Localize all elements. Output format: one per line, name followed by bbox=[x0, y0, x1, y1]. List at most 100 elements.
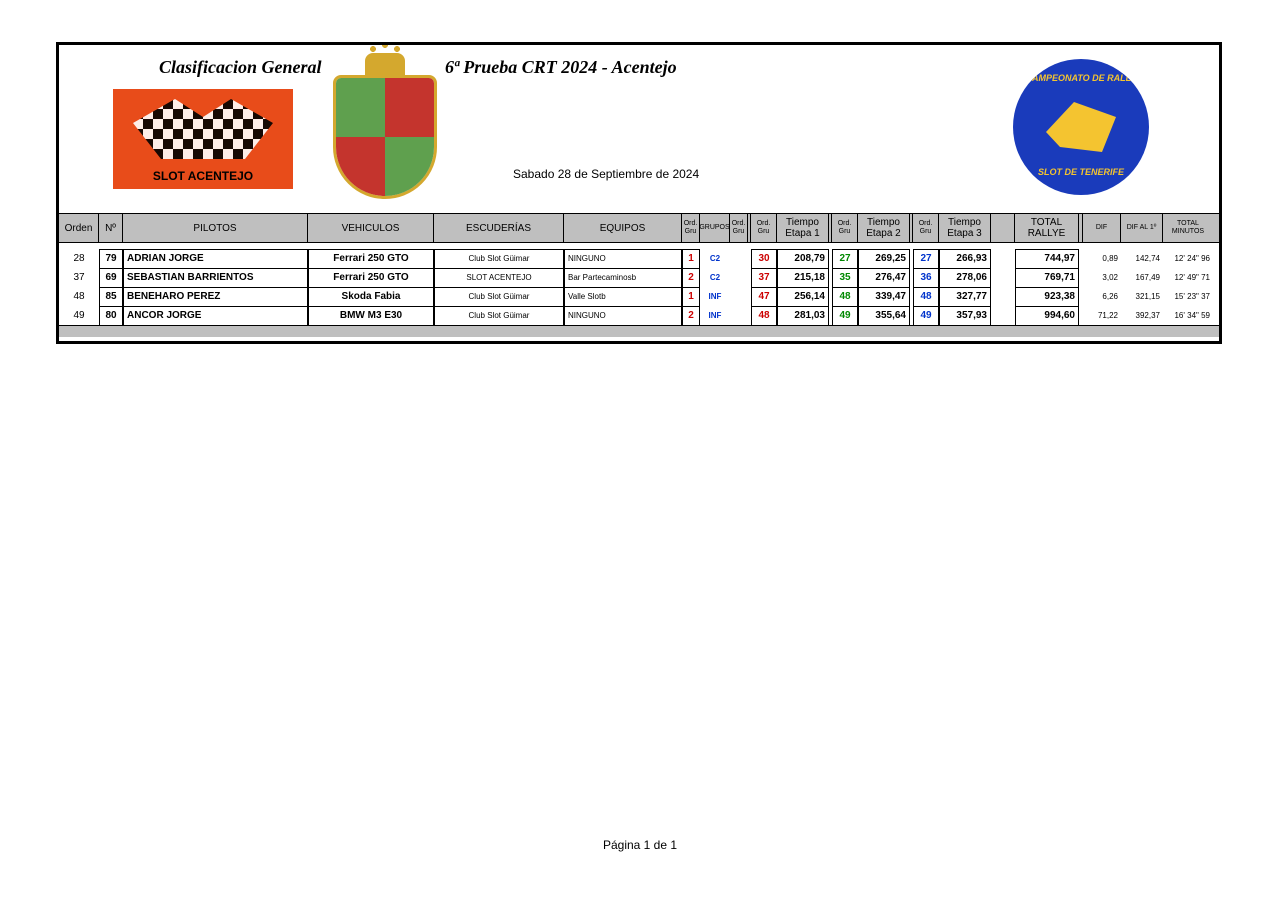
cell-og3: 36 bbox=[913, 268, 939, 288]
cell-difal: 321,15 bbox=[1121, 287, 1163, 307]
table-header-row: Orden Nº PILOTOS VEHICULOS ESCUDERÍAS EQ… bbox=[59, 213, 1219, 243]
cell-og2: 35 bbox=[832, 268, 858, 288]
table-row: 4980ANCOR JORGEBMW M3 E30Club Slot Güima… bbox=[59, 306, 1219, 325]
cell-grupo: C2 bbox=[700, 249, 730, 269]
cell-og1: 37 bbox=[751, 268, 777, 288]
cell-orden: 48 bbox=[59, 287, 99, 307]
col-pilotos: PILOTOS bbox=[123, 214, 308, 242]
cell-te2: 269,25 bbox=[858, 249, 910, 269]
col-total: TOTAL RALLYE bbox=[1015, 214, 1079, 242]
cell-grupo: INF bbox=[700, 287, 730, 307]
col-te1: Tiempo Etapa 1 bbox=[777, 214, 829, 242]
shield-body bbox=[333, 75, 437, 199]
cell-ordgru: 1 bbox=[682, 249, 700, 269]
cell-dif: 3,02 bbox=[1083, 268, 1121, 288]
cell-og3: 48 bbox=[913, 287, 939, 307]
cell-num: 79 bbox=[99, 249, 123, 269]
cell-min: 16' 34" 59 bbox=[1163, 306, 1213, 326]
cell-num: 80 bbox=[99, 306, 123, 326]
cell-equipo: Bar Partecaminosb bbox=[564, 268, 682, 288]
cell-equipo: NINGUNO bbox=[564, 249, 682, 269]
cell-og3: 49 bbox=[913, 306, 939, 326]
cell-min: 12' 49" 71 bbox=[1163, 268, 1213, 288]
cell-te2: 339,47 bbox=[858, 287, 910, 307]
col-min: TOTAL MINUTOS bbox=[1163, 214, 1213, 242]
crt-text-bottom: SLOT DE TENERIFE bbox=[1038, 167, 1124, 177]
col-og3: Ord. Gru bbox=[913, 214, 939, 242]
cell-te3: 266,93 bbox=[939, 249, 991, 269]
report-frame: Clasificacion General 6ª Prueba CRT 2024… bbox=[56, 42, 1222, 344]
title-event: 6ª Prueba CRT 2024 - Acentejo bbox=[445, 57, 677, 78]
cell-ordgru2 bbox=[730, 268, 748, 288]
cell-min: 12' 24" 96 bbox=[1163, 249, 1213, 269]
col-ordgru2: Ord. Gru bbox=[730, 214, 748, 242]
cell-num: 69 bbox=[99, 268, 123, 288]
cell-piloto: BENEHARO PEREZ bbox=[123, 287, 308, 307]
col-og1: Ord. Gru bbox=[751, 214, 777, 242]
cell-ordgru2 bbox=[730, 287, 748, 307]
cell-dif: 71,22 bbox=[1083, 306, 1121, 326]
cell-piloto: SEBASTIAN BARRIENTOS bbox=[123, 268, 308, 288]
col-gap bbox=[991, 214, 1015, 242]
cell-og3: 27 bbox=[913, 249, 939, 269]
cell-te3: 357,93 bbox=[939, 306, 991, 326]
cell-og1: 47 bbox=[751, 287, 777, 307]
table-row: 2879ADRIAN JORGEFerrari 250 GTOClub Slot… bbox=[59, 249, 1219, 268]
cell-vehiculo: Ferrari 250 GTO bbox=[308, 249, 434, 269]
cell-og1: 48 bbox=[751, 306, 777, 326]
cell-ordgru: 2 bbox=[682, 268, 700, 288]
logo-coat-of-arms bbox=[333, 53, 437, 201]
cell-escuderia: Club Slot Güimar bbox=[434, 306, 564, 326]
col-vehiculos: VEHICULOS bbox=[308, 214, 434, 242]
col-escuderias: ESCUDERÍAS bbox=[434, 214, 564, 242]
cell-te3: 278,06 bbox=[939, 268, 991, 288]
logo-slot-acentejo: SLOT ACENTEJO bbox=[113, 89, 293, 189]
cell-vehiculo: Skoda Fabia bbox=[308, 287, 434, 307]
cell-te1: 256,14 bbox=[777, 287, 829, 307]
header-area: Clasificacion General 6ª Prueba CRT 2024… bbox=[59, 45, 1219, 213]
cell-escuderia: Club Slot Güimar bbox=[434, 287, 564, 307]
crt-text-top: CAMPEONATO DE RALLY bbox=[1025, 73, 1136, 83]
cell-piloto: ANCOR JORGE bbox=[123, 306, 308, 326]
cell-orden: 49 bbox=[59, 306, 99, 326]
cell-te2: 276,47 bbox=[858, 268, 910, 288]
cell-escuderia: Club Slot Güimar bbox=[434, 249, 564, 269]
cell-total: 994,60 bbox=[1015, 306, 1079, 326]
cell-orden: 28 bbox=[59, 249, 99, 269]
cell-og2: 48 bbox=[832, 287, 858, 307]
cell-te3: 327,77 bbox=[939, 287, 991, 307]
col-num: Nº bbox=[99, 214, 123, 242]
cell-piloto: ADRIAN JORGE bbox=[123, 249, 308, 269]
cell-ordgru: 1 bbox=[682, 287, 700, 307]
col-orden: Orden bbox=[59, 214, 99, 242]
cell-escuderia: SLOT ACENTEJO bbox=[434, 268, 564, 288]
cell-og2: 49 bbox=[832, 306, 858, 326]
event-date: Sabado 28 de Septiembre de 2024 bbox=[513, 167, 699, 181]
cell-total: 769,71 bbox=[1015, 268, 1079, 288]
cell-vehiculo: BMW M3 E30 bbox=[308, 306, 434, 326]
title-classification: Clasificacion General bbox=[159, 57, 322, 78]
col-difal: DIF AL 1º bbox=[1121, 214, 1163, 242]
cell-grupo: INF bbox=[700, 306, 730, 326]
cell-difal: 392,37 bbox=[1121, 306, 1163, 326]
crown-icon bbox=[365, 53, 405, 77]
cell-equipo: NINGUNO bbox=[564, 306, 682, 326]
footer-bar bbox=[59, 325, 1219, 337]
cell-ordgru2 bbox=[730, 249, 748, 269]
cell-te1: 208,79 bbox=[777, 249, 829, 269]
col-ordgru: Ord. Gru bbox=[682, 214, 700, 242]
cell-ordgru: 2 bbox=[682, 306, 700, 326]
cell-og1: 30 bbox=[751, 249, 777, 269]
cell-num: 85 bbox=[99, 287, 123, 307]
col-grupos: GRUPOS bbox=[700, 214, 730, 242]
cell-grupo: C2 bbox=[700, 268, 730, 288]
logo-slot-text: SLOT ACENTEJO bbox=[153, 169, 253, 183]
cell-vehiculo: Ferrari 250 GTO bbox=[308, 268, 434, 288]
cell-difal: 142,74 bbox=[1121, 249, 1163, 269]
cell-te1: 215,18 bbox=[777, 268, 829, 288]
table-row: 4885BENEHARO PEREZSkoda FabiaClub Slot G… bbox=[59, 287, 1219, 306]
page-number: Página 1 de 1 bbox=[0, 838, 1280, 852]
cell-equipo: Valle Slotb bbox=[564, 287, 682, 307]
cell-orden: 37 bbox=[59, 268, 99, 288]
table-row: 3769SEBASTIAN BARRIENTOSFerrari 250 GTOS… bbox=[59, 268, 1219, 287]
